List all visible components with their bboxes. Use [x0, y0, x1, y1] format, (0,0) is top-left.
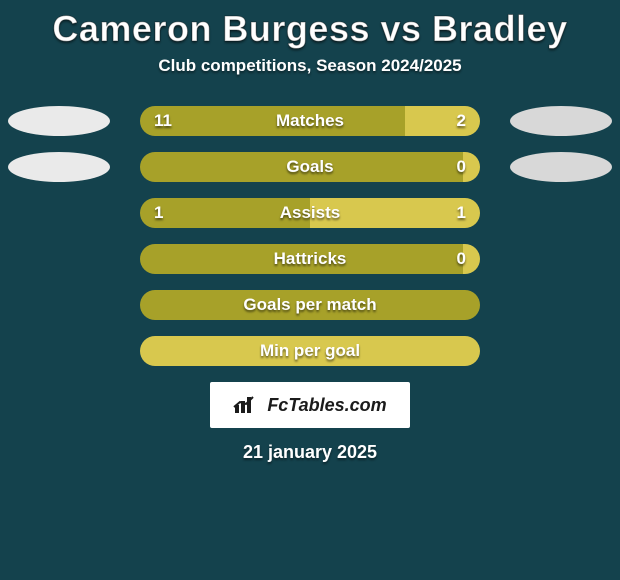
player-ellipse-right: [510, 152, 612, 182]
bar-segment-right: [140, 336, 480, 366]
stat-row: Matches112: [0, 106, 620, 136]
stat-row: Hattricks0: [0, 244, 620, 274]
stat-rows: Matches112 Goals0 Assists11 Hattricks0 Goals…: [0, 106, 620, 366]
comparison-infographic: Cameron Burgess vs Bradley Club competit…: [0, 0, 620, 580]
bar-segment-right: [405, 106, 480, 136]
bar-segment-right: [463, 152, 480, 182]
bar-track: Goals per match: [140, 290, 480, 320]
bar-track: Min per goal: [140, 336, 480, 366]
bar-segment-left: [140, 152, 463, 182]
stat-row: Goals0: [0, 152, 620, 182]
bar-segment-left: [140, 290, 480, 320]
fctables-badge: FcTables.com: [210, 382, 410, 428]
bar-segment-right: [463, 244, 480, 274]
page-title: Cameron Burgess vs Bradley: [0, 8, 620, 50]
bar-segment-right: [310, 198, 480, 228]
badge-text: FcTables.com: [267, 395, 386, 416]
date-label: 21 january 2025: [0, 442, 620, 463]
subtitle: Club competitions, Season 2024/2025: [0, 56, 620, 76]
stat-row: Assists11: [0, 198, 620, 228]
player-ellipse-left: [8, 152, 110, 182]
bar-track: Hattricks0: [140, 244, 480, 274]
chart-icon: [233, 395, 259, 415]
bar-track: Goals0: [140, 152, 480, 182]
player-ellipse-right: [510, 106, 612, 136]
bar-segment-left: [140, 106, 405, 136]
stat-row: Goals per match: [0, 290, 620, 320]
bar-track: Assists11: [140, 198, 480, 228]
player-ellipse-left: [8, 106, 110, 136]
bar-track: Matches112: [140, 106, 480, 136]
bar-segment-left: [140, 198, 310, 228]
stat-row: Min per goal: [0, 336, 620, 366]
bar-segment-left: [140, 244, 463, 274]
